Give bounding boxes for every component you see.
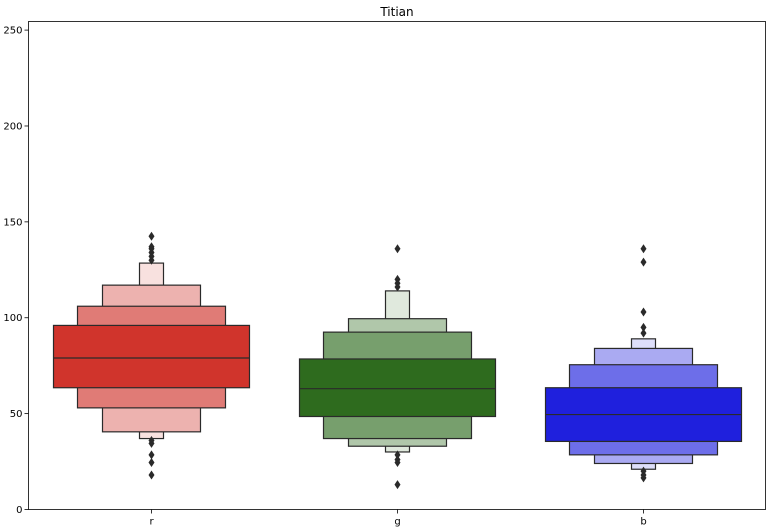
outlier-r-0 xyxy=(148,470,155,480)
y-tick-label-3: 150 xyxy=(3,217,22,228)
box-g-level-1 xyxy=(298,358,497,418)
y-tick-label-4: 200 xyxy=(3,121,22,132)
x-tick-label-b: b xyxy=(640,517,646,528)
x-tick-label-g: g xyxy=(394,517,400,528)
outlier-r-9 xyxy=(148,242,155,252)
outlier-b-4 xyxy=(640,322,647,332)
outlier-b-7 xyxy=(640,244,647,254)
y-tick-label-0: 0 xyxy=(16,505,22,516)
outlier-g-0 xyxy=(394,480,401,490)
outlier-r-1 xyxy=(148,458,155,468)
outlier-r-4 xyxy=(148,435,155,445)
y-axis: 0 50 100 150 200 250 xyxy=(3,26,29,516)
outlier-b-3 xyxy=(640,328,647,338)
boxes xyxy=(52,262,743,470)
outlier-r-2 xyxy=(148,450,155,460)
outlier-b-6 xyxy=(640,257,647,267)
outlier-g-7 xyxy=(394,244,401,254)
y-tick-label-5: 250 xyxy=(3,26,22,37)
x-tick-label-r: r xyxy=(149,517,154,528)
outlier-g-3 xyxy=(394,450,401,460)
outlier-b-2 xyxy=(640,466,647,476)
y-tick-label-2: 100 xyxy=(3,313,22,324)
y-tick-label-1: 50 xyxy=(10,409,23,420)
box-r-level-1 xyxy=(52,324,251,389)
outliers xyxy=(148,231,647,490)
outlier-g-6 xyxy=(394,274,401,284)
outlier-g-2 xyxy=(394,455,401,465)
plot-frame xyxy=(28,21,766,510)
outlier-r-10 xyxy=(148,231,155,241)
outlier-b-5 xyxy=(640,307,647,317)
chart-title: Titian xyxy=(379,5,413,19)
